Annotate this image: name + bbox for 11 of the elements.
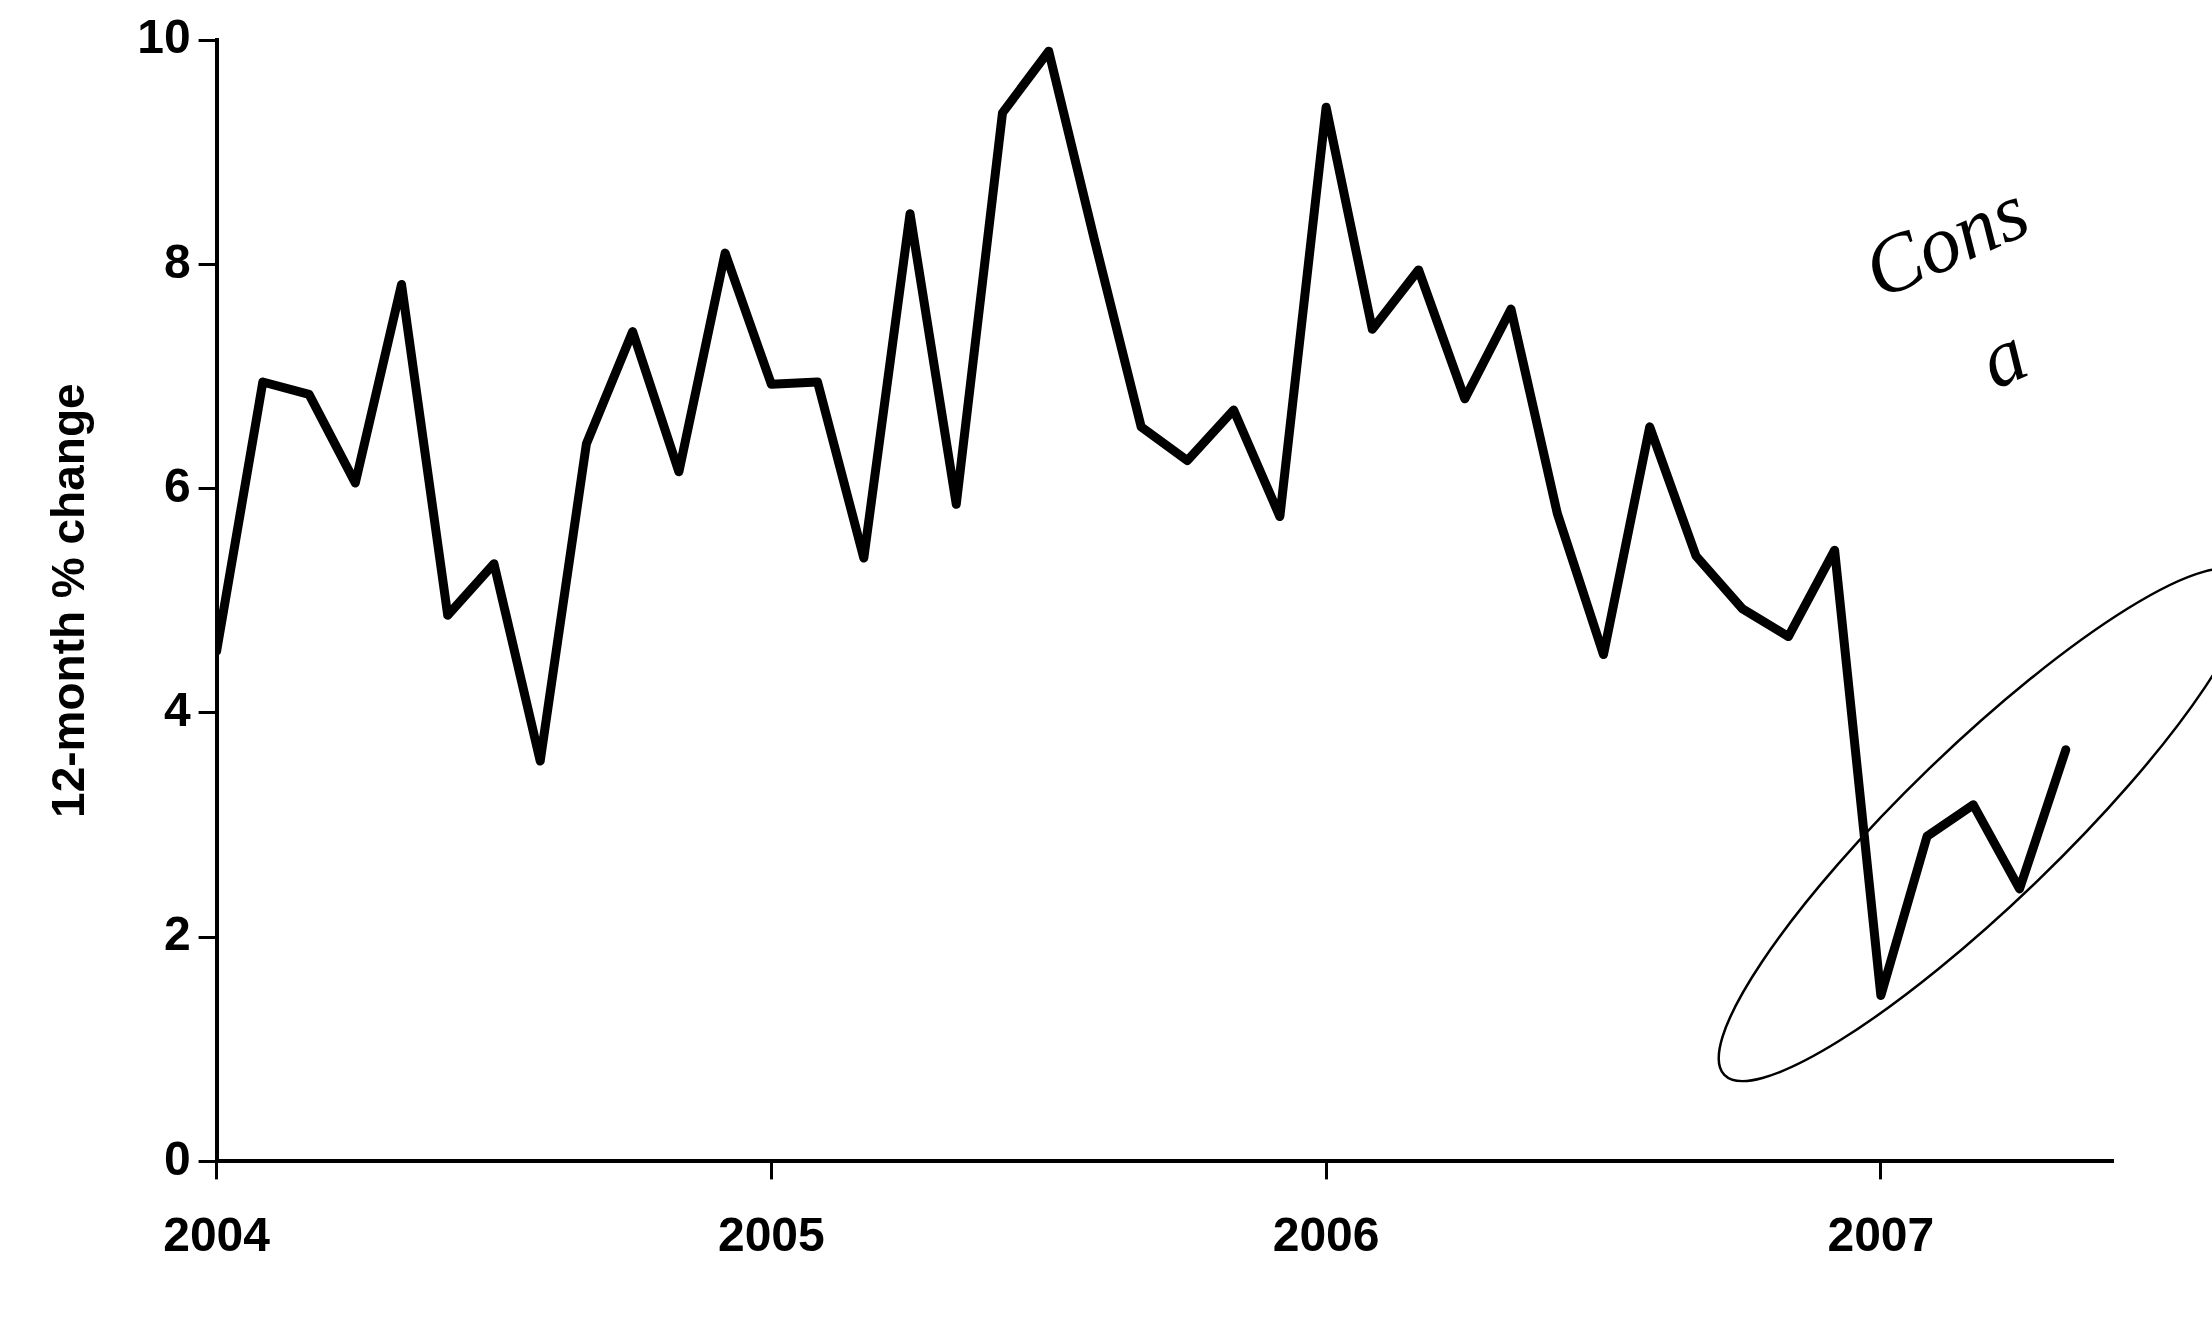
x-tick-label: 2005 <box>717 1208 825 1262</box>
y-tick-label: 6 <box>163 458 191 512</box>
x-tick-label: 2006 <box>1272 1208 1380 1262</box>
y-tick-label: 10 <box>137 10 191 64</box>
y-tick-label: 2 <box>163 907 191 961</box>
y-tick-label: 4 <box>163 683 191 737</box>
y-axis-title: 12-month % change <box>42 383 95 818</box>
y-tick-label: 8 <box>163 234 191 288</box>
x-tick-label: 2004 <box>163 1208 271 1262</box>
y-tick-label: 0 <box>163 1131 191 1185</box>
x-tick-label: 2007 <box>1827 1208 1935 1262</box>
